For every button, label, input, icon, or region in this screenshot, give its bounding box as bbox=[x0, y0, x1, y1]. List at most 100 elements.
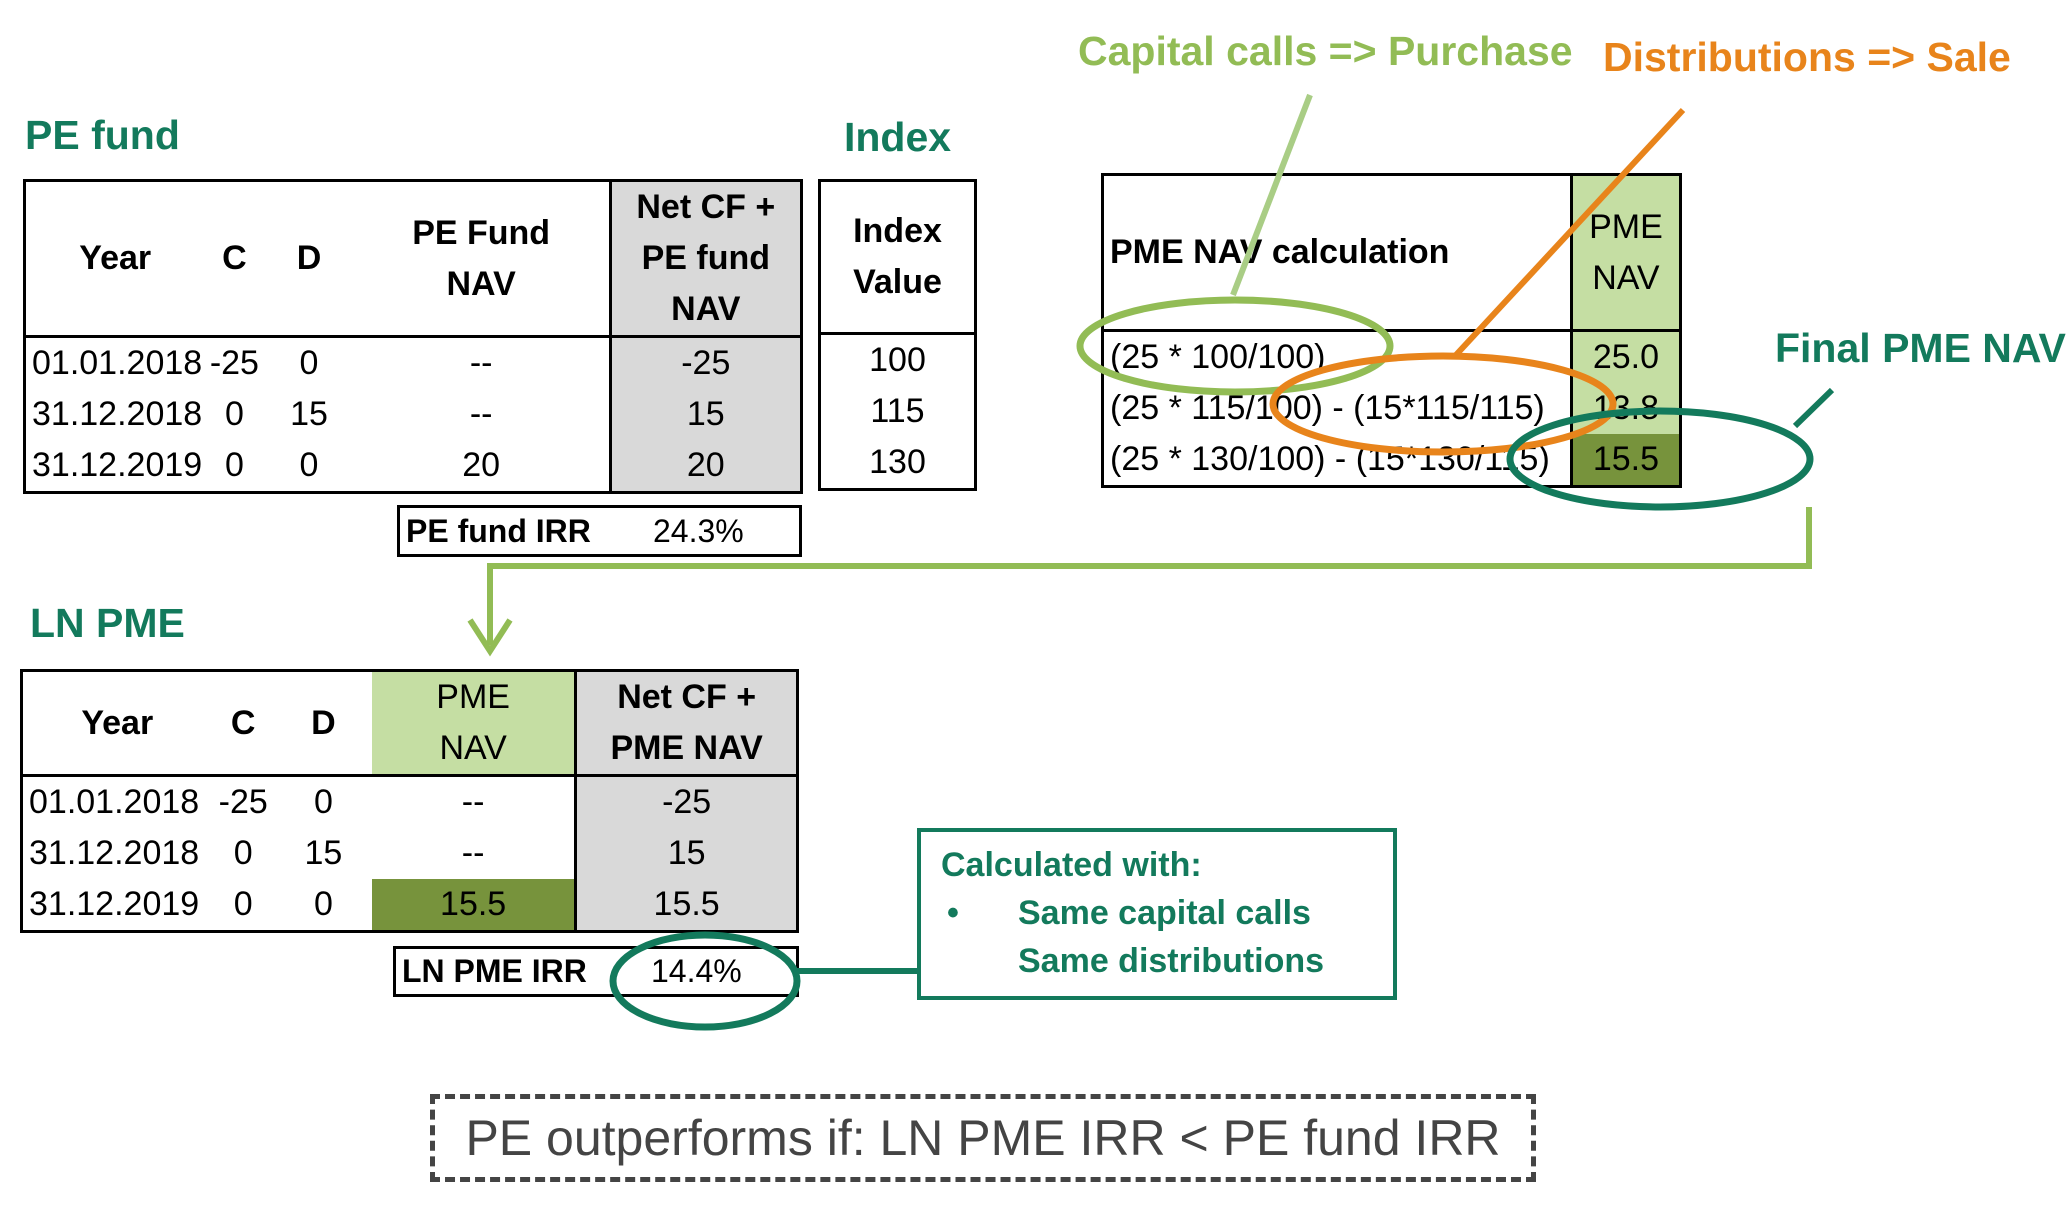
table-row: (25 * 130/100) - (15*130/115) 15.5 bbox=[1101, 434, 1683, 488]
ln-pme-heading: LN PME bbox=[30, 600, 185, 646]
pe-header-nav-line1: PE Fund bbox=[412, 213, 551, 252]
pe-cell-netcf: 15 bbox=[608, 389, 804, 440]
pe-cell-year: 01.01.2018 bbox=[23, 336, 205, 389]
pe-fund-irr-value: 24.3% bbox=[653, 512, 744, 549]
pe-fund-table: Year C D PE Fund NAV Net CF + PE fund NA… bbox=[23, 179, 804, 494]
calculated-with-title: Calculated with: bbox=[941, 846, 1202, 884]
pe-header-netcf-line3: NAV bbox=[671, 290, 741, 328]
ln-cell-d: 15 bbox=[304, 834, 343, 872]
bullet-icon: • bbox=[947, 894, 959, 932]
ln-pme-table: Year C D PME NAV Net CF + PME NAV 01.01.… bbox=[19, 669, 799, 933]
pe-fund-irr-box: PE fund IRR 24.3% bbox=[397, 505, 802, 557]
pe-header-nav-line2: NAV bbox=[446, 264, 516, 303]
ln-cell-c: -25 bbox=[218, 783, 268, 821]
table-row: 115 bbox=[818, 386, 977, 437]
pe-cell-c: 0 bbox=[224, 395, 244, 433]
index-heading: Index bbox=[844, 114, 952, 160]
pe-cell-nav: -- bbox=[469, 395, 493, 433]
index-cell: 130 bbox=[818, 437, 977, 491]
ln-cell-year: 01.01.2018 bbox=[19, 775, 212, 828]
pme-calc-table: PME NAV calculation PME NAV (25 * 100/10… bbox=[1101, 173, 1683, 488]
ln-header-nav-line2: NAV bbox=[439, 729, 507, 767]
ln-cell-year: 31.12.2018 bbox=[19, 828, 212, 879]
calculated-with-line2: Same distributions bbox=[1018, 942, 1325, 980]
pme-calc-nav: 15.5 bbox=[1569, 434, 1683, 488]
conclusion-box: PE outperforms if: LN PME IRR < PE fund … bbox=[430, 1094, 1536, 1182]
table-row: 130 bbox=[818, 437, 977, 491]
pme-calc-formula: (25 * 115/100) - (15*115/115) bbox=[1101, 383, 1572, 434]
pe-fund-heading: PE fund bbox=[25, 112, 180, 158]
ln-header-nav: PME NAV bbox=[372, 669, 576, 777]
capital-calls-callout: Capital calls => Purchase bbox=[1078, 28, 1573, 74]
ln-cell-nav: 15.5 bbox=[372, 879, 576, 933]
connector-arrow-icon bbox=[467, 618, 513, 657]
ln-cell-nav: -- bbox=[461, 834, 485, 872]
table-row: 31.12.2018 0 15 -- 15 bbox=[19, 828, 799, 879]
pe-cell-netcf: -25 bbox=[608, 336, 804, 389]
pe-cell-nav: -- bbox=[469, 344, 493, 382]
pe-cell-d: 0 bbox=[264, 440, 354, 494]
pe-cell-d: 15 bbox=[290, 395, 328, 433]
pme-calc-formula: (25 * 100/100) bbox=[1101, 330, 1572, 383]
ln-header-nav-line1: PME bbox=[436, 678, 510, 716]
pe-cell-year: 31.12.2018 bbox=[23, 389, 205, 440]
ln-header-c: C bbox=[211, 669, 275, 777]
ln-pme-irr-box: LN PME IRR 14.4% bbox=[393, 946, 799, 997]
index-cell: 100 bbox=[818, 333, 977, 386]
distributions-callout: Distributions => Sale bbox=[1603, 34, 2011, 80]
pe-fund-irr-label: PE fund IRR bbox=[406, 512, 591, 549]
pe-header-netcf-line2: PE fund bbox=[641, 239, 771, 277]
ln-cell-netcf: 15 bbox=[574, 828, 799, 879]
pe-header-nav: PE Fund NAV bbox=[353, 179, 611, 338]
pme-calc-nav-header-line1: PME bbox=[1589, 207, 1663, 246]
conclusion-text: PE outperforms if: LN PME IRR < PE fund … bbox=[465, 1110, 1501, 1166]
ln-pme-irr-label: LN PME IRR bbox=[402, 953, 587, 989]
ln-header-netcf-line2: PME NAV bbox=[610, 729, 763, 767]
table-row: 31.12.2019 0 0 20 20 bbox=[23, 440, 804, 494]
ln-cell-c: 0 bbox=[211, 879, 275, 933]
ln-cell-d: 0 bbox=[313, 783, 333, 821]
ln-cell-nav: -- bbox=[461, 783, 485, 821]
calculated-with-box: Calculated with: • Same capital calls Sa… bbox=[917, 828, 1397, 1000]
ln-cell-year: 31.12.2019 bbox=[19, 879, 212, 933]
pe-cell-nav: 20 bbox=[353, 440, 611, 494]
pe-header-netcf-line1: Net CF + bbox=[636, 188, 776, 226]
pe-cell-c: 0 bbox=[204, 440, 265, 494]
index-header-line1: Index bbox=[853, 212, 942, 250]
table-row: (25 * 100/100) 25.0 bbox=[1101, 330, 1683, 383]
table-row: 31.12.2019 0 0 15.5 15.5 bbox=[19, 879, 799, 933]
index-table: Index Value 100 115 130 bbox=[818, 179, 977, 491]
ln-cell-netcf: -25 bbox=[574, 775, 799, 828]
table-row: 31.12.2018 0 15 -- 15 bbox=[23, 389, 804, 440]
pme-calc-nav-header: PME NAV bbox=[1569, 173, 1683, 332]
pme-calc-header: PME NAV calculation bbox=[1101, 173, 1572, 332]
ln-cell-c: 0 bbox=[233, 834, 253, 872]
calculated-with-line1: Same capital calls bbox=[1018, 894, 1311, 932]
pe-cell-year: 31.12.2019 bbox=[23, 440, 205, 494]
table-row: 100 bbox=[818, 333, 977, 386]
index-cell: 115 bbox=[818, 386, 977, 437]
pme-calc-formula: (25 * 130/100) - (15*130/115) bbox=[1101, 434, 1572, 488]
final-pme-nav-pointer-line bbox=[1792, 387, 1835, 429]
ln-header-d: D bbox=[274, 669, 372, 777]
ln-cell-d: 0 bbox=[274, 879, 372, 933]
index-header-line2: Value bbox=[853, 263, 942, 301]
ln-header-netcf-line1: Net CF + bbox=[617, 678, 757, 716]
pme-calc-nav: 13.8 bbox=[1569, 383, 1683, 434]
pme-calc-nav: 25.0 bbox=[1569, 330, 1683, 383]
ln-header-netcf: Net CF + PME NAV bbox=[574, 669, 799, 777]
pe-cell-netcf: 20 bbox=[608, 440, 804, 494]
pme-calc-nav-header-line2: NAV bbox=[1592, 258, 1660, 297]
pe-header-netcf: Net CF + PE fund NAV bbox=[608, 179, 804, 338]
table-row: (25 * 115/100) - (15*115/115) 13.8 bbox=[1101, 383, 1683, 434]
final-pme-nav-callout: Final PME NAV bbox=[1775, 325, 2066, 371]
pe-cell-c: -25 bbox=[209, 344, 259, 382]
table-row: 01.01.2018 -25 0 -- -25 bbox=[19, 775, 799, 828]
pe-header-c: C bbox=[204, 179, 265, 338]
table-row: 01.01.2018 -25 0 -- -25 bbox=[23, 336, 804, 389]
ln-pme-irr-value: 14.4% bbox=[651, 953, 742, 989]
ln-cell-netcf: 15.5 bbox=[574, 879, 799, 933]
index-header: Index Value bbox=[818, 179, 977, 335]
ln-header-year: Year bbox=[19, 669, 212, 777]
pe-cell-d: 0 bbox=[299, 344, 319, 382]
